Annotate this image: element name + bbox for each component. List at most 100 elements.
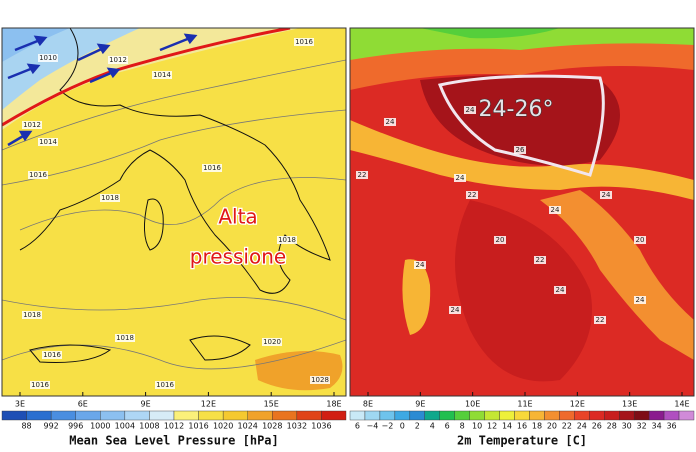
contour-label: 26 [516,146,525,154]
contour-label: 1020 [263,338,281,346]
annotation: pressione [190,245,286,269]
contour-label: 1018 [101,194,119,202]
colorbar-swatch [272,410,298,421]
colorbar-swatch [394,410,411,421]
contour-label: 1016 [43,351,61,359]
contour-label: 22 [358,171,367,179]
label-box [634,236,646,244]
contour-label: 1018 [116,334,134,342]
colorbar-label: 12 [487,422,497,431]
lon-label: 18E [326,400,341,409]
label-box [414,261,426,269]
contour-label: 22 [468,191,477,199]
colorbar-title: 2m Temperature [C] [457,434,587,448]
pressure-map [2,28,346,396]
label-box [534,256,546,264]
label-box [108,56,128,64]
colorbar-swatch [529,410,545,421]
colorbar-label: 1000 [90,422,110,431]
label-box [454,174,466,182]
contour-label: 1016 [31,381,49,389]
contour-label: 24 [451,306,460,314]
label-box [22,311,42,319]
colorbar-label: 30 [622,422,632,431]
colorbar-swatch [100,410,126,421]
colorbar-label: 1032 [287,422,307,431]
colorbar-swatch [149,410,175,421]
label-box [115,334,135,342]
colorbar-label: 36 [666,422,676,431]
colorbar-swatch [469,410,485,421]
lon-label: 3E [15,400,25,409]
label-box [100,194,120,202]
colorbar-swatch [574,410,590,421]
contour-label: 20 [636,236,645,244]
lon-label: 14E [674,400,689,409]
colorbar-swatch [198,410,224,421]
contour-label: 24 [556,286,565,294]
colorbar-swatch [409,410,425,421]
colorbar-label: 10 [472,422,482,431]
colorbar-swatch [678,410,695,421]
colorbar-label: 1020 [213,422,233,431]
lon-label: 15E [264,400,279,409]
colorbar-label: 16 [517,422,527,431]
colorbar-label: 996 [68,422,83,431]
colorbar-swatch [124,410,150,421]
contour-label: 22 [596,316,605,324]
colorbar-swatch [50,410,76,421]
contour-label: 1014 [153,71,171,79]
label-box [549,206,561,214]
colorbar-label: 24 [577,422,587,431]
label-box [464,106,476,114]
contour-label: 24 [602,191,611,199]
label-box [449,306,461,314]
contour-label: 1010 [39,54,57,62]
label-box [294,38,314,46]
colorbar-label: −4 [367,422,379,431]
contour-label: 1018 [23,311,41,319]
colorbar-swatch [648,410,665,421]
lon-label: 6E [78,400,88,409]
colorbar-label: 14 [502,422,512,431]
contour-label: 1016 [295,38,313,46]
contour-label: 1018 [278,236,296,244]
colorbar-label: 992 [44,422,59,431]
contour-label: 20 [496,236,505,244]
colorbar-label: 0 [400,422,405,431]
colorbar-label: 34 [652,422,662,431]
contour-label: 24 [636,296,645,304]
lon-label: 12E [570,400,585,409]
label-box [277,236,297,244]
colorbar-swatch [633,410,650,421]
lon-label: 12E [201,400,216,409]
label-box [634,296,646,304]
contour-label: 1012 [23,121,41,129]
contour-label: 24 [456,174,465,182]
colorbar-label: 22 [562,422,572,431]
colorbar-swatch [484,410,500,421]
temperature-map [350,28,694,396]
contour-label: 24 [386,118,395,126]
lon-label: 13E [622,400,637,409]
colorbar-swatch [439,410,455,421]
contour-label: 22 [536,256,545,264]
contour-label: 1016 [29,171,47,179]
colorbar-swatch [424,410,440,421]
label-box [356,171,368,179]
contour-label: 24 [416,261,425,269]
lon-label: 11E [517,400,532,409]
contour-label: 1016 [203,164,221,172]
colorbar-swatch [589,410,605,421]
colorbar-swatch [222,410,248,421]
colorbar-swatch [1,410,27,421]
map-frame [349,27,695,397]
colorbar-label: 4 [430,422,435,431]
label-box [38,54,58,62]
colorbar-label: 1036 [311,422,331,431]
colorbar-label: 1028 [262,422,282,431]
label-box [262,338,282,346]
colorbar-label: 8 [460,422,465,431]
contour-label: 24 [466,106,475,114]
